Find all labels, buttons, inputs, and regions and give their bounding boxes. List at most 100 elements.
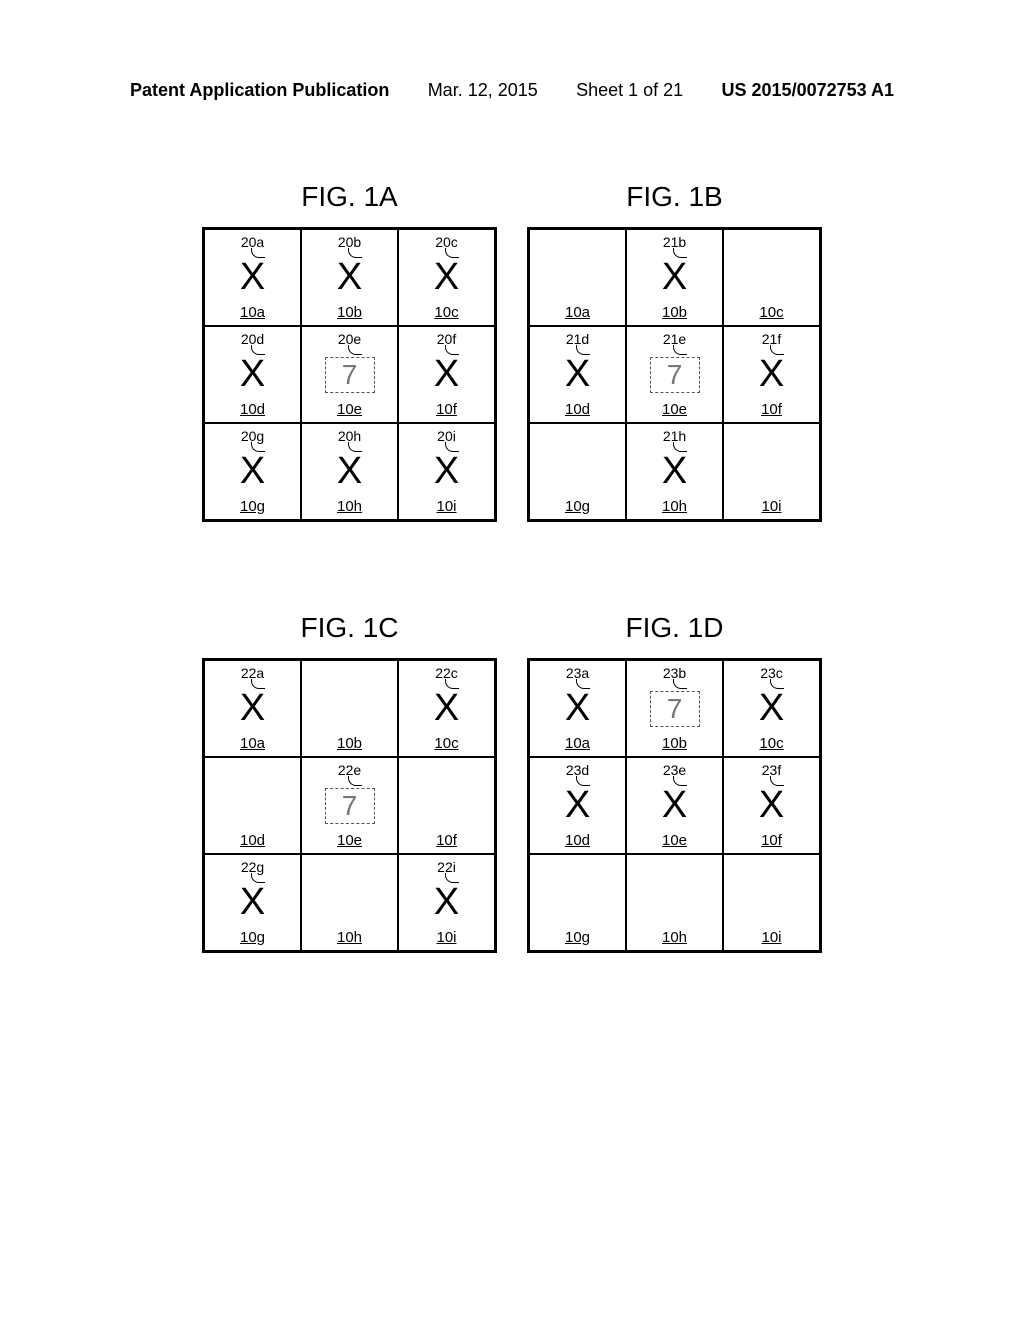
cell-bottom-label: 10a: [240, 735, 265, 752]
grid-cell: 20e710e: [301, 326, 398, 423]
figure-block: FIG. 1C 22aX10a 10b 22cX10c 10d 22e710e …: [202, 612, 497, 953]
x-symbol-icon: X: [434, 256, 459, 299]
cell-bottom-label: 10i: [761, 498, 781, 515]
cell-bottom-label: 10a: [565, 735, 590, 752]
cell-bottom-label: 10d: [240, 401, 265, 418]
grid-cell: 10i: [723, 854, 820, 951]
grid-cell: 23aX10a: [529, 660, 626, 757]
x-symbol-icon: X: [240, 687, 265, 730]
cell-bottom-label: 10c: [759, 304, 783, 321]
cell-bottom-label: 10g: [240, 929, 265, 946]
figure-grid: 23aX10a 23b710b 23cX10c 23dX10d 23eX10e …: [527, 658, 822, 953]
cell-bottom-label: 10b: [337, 304, 362, 321]
grid-cell: 10h: [626, 854, 723, 951]
seven-box-icon: 7: [650, 357, 700, 393]
grid-cell: 20iX10i: [398, 423, 495, 520]
leader-line-icon: [673, 345, 687, 355]
grid-cell: 20bX10b: [301, 229, 398, 326]
x-symbol-icon: X: [434, 687, 459, 730]
grid-cell: 21e710e: [626, 326, 723, 423]
grid-cell: 22gX10g: [204, 854, 301, 951]
grid-cell: 20gX10g: [204, 423, 301, 520]
cell-bottom-label: 10f: [761, 832, 782, 849]
seven-box-icon: 7: [325, 788, 375, 824]
cell-bottom-label: 10b: [662, 304, 687, 321]
grid-cell: 21fX10f: [723, 326, 820, 423]
figure-block: FIG. 1D 23aX10a 23b710b 23cX10c 23dX10d …: [527, 612, 822, 953]
grid-cell: 10g: [529, 423, 626, 520]
figure-block: FIG. 1B 10a 21bX10b 10c 21dX10d 21e710e …: [527, 181, 822, 522]
x-symbol-icon: X: [662, 784, 687, 827]
cell-bottom-label: 10e: [337, 401, 362, 418]
cell-bottom-label: 10h: [337, 929, 362, 946]
leader-line-icon: [673, 679, 687, 689]
cell-bottom-label: 10i: [436, 929, 456, 946]
x-symbol-icon: X: [759, 353, 784, 396]
seven-box-icon: 7: [650, 691, 700, 727]
x-symbol-icon: X: [240, 256, 265, 299]
x-symbol-icon: X: [337, 256, 362, 299]
x-symbol-icon: X: [662, 450, 687, 493]
figure-block: FIG. 1A 20aX10a 20bX10b 20cX10c 20dX10d …: [202, 181, 497, 522]
seven-box-icon: 7: [325, 357, 375, 393]
grid-cell: 10c: [723, 229, 820, 326]
leader-line-icon: [348, 345, 362, 355]
grid-cell: 10i: [723, 423, 820, 520]
grid-cell: 21bX10b: [626, 229, 723, 326]
figures-container: FIG. 1A 20aX10a 20bX10b 20cX10c 20dX10d …: [0, 101, 1024, 953]
grid-cell: 21hX10h: [626, 423, 723, 520]
cell-bottom-label: 10b: [337, 735, 362, 752]
cell-bottom-label: 10e: [337, 832, 362, 849]
cell-bottom-label: 10f: [436, 401, 457, 418]
x-symbol-icon: X: [240, 353, 265, 396]
x-symbol-icon: X: [662, 256, 687, 299]
cell-bottom-label: 10h: [337, 498, 362, 515]
grid-cell: 22e710e: [301, 757, 398, 854]
x-symbol-icon: X: [240, 450, 265, 493]
figure-grid: 22aX10a 10b 22cX10c 10d 22e710e 10f 22gX…: [202, 658, 497, 953]
x-symbol-icon: X: [759, 687, 784, 730]
seven-glyph-icon: 7: [342, 359, 358, 391]
cell-bottom-label: 10h: [662, 929, 687, 946]
cell-bottom-label: 10c: [759, 735, 783, 752]
cell-bottom-label: 10e: [662, 401, 687, 418]
grid-cell: 22aX10a: [204, 660, 301, 757]
grid-cell: 23cX10c: [723, 660, 820, 757]
grid-cell: 10a: [529, 229, 626, 326]
grid-cell: 10f: [398, 757, 495, 854]
grid-cell: 10h: [301, 854, 398, 951]
grid-cell: 22cX10c: [398, 660, 495, 757]
cell-bottom-label: 10d: [240, 832, 265, 849]
figure-title: FIG. 1A: [301, 181, 397, 213]
leader-line-icon: [348, 776, 362, 786]
grid-cell: 22iX10i: [398, 854, 495, 951]
figure-grid: 20aX10a 20bX10b 20cX10c 20dX10d 20e710e …: [202, 227, 497, 522]
cell-bottom-label: 10i: [436, 498, 456, 515]
grid-cell: 20fX10f: [398, 326, 495, 423]
figure-title: FIG. 1C: [300, 612, 398, 644]
grid-cell: 20aX10a: [204, 229, 301, 326]
figure-title: FIG. 1D: [625, 612, 723, 644]
grid-cell: 10b: [301, 660, 398, 757]
x-symbol-icon: X: [565, 687, 590, 730]
cell-bottom-label: 10f: [436, 832, 457, 849]
publication-label: Patent Application Publication: [130, 80, 389, 101]
cell-bottom-label: 10d: [565, 401, 590, 418]
sheet-number: Sheet 1 of 21: [576, 80, 683, 101]
cell-bottom-label: 10a: [565, 304, 590, 321]
cell-bottom-label: 10i: [761, 929, 781, 946]
grid-cell: 23dX10d: [529, 757, 626, 854]
seven-glyph-icon: 7: [667, 693, 683, 725]
cell-bottom-label: 10g: [565, 929, 590, 946]
x-symbol-icon: X: [565, 784, 590, 827]
x-symbol-icon: X: [434, 353, 459, 396]
cell-bottom-label: 10d: [565, 832, 590, 849]
grid-cell: 20dX10d: [204, 326, 301, 423]
grid-cell: 10d: [204, 757, 301, 854]
cell-bottom-label: 10e: [662, 832, 687, 849]
grid-cell: 20hX10h: [301, 423, 398, 520]
x-symbol-icon: X: [240, 881, 265, 924]
seven-glyph-icon: 7: [667, 359, 683, 391]
cell-bottom-label: 10h: [662, 498, 687, 515]
cell-bottom-label: 10b: [662, 735, 687, 752]
